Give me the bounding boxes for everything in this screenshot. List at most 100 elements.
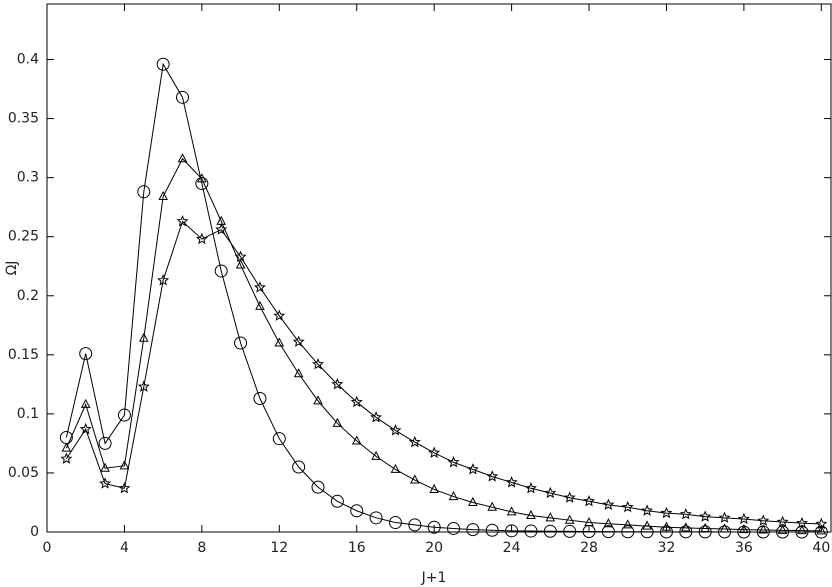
marker [700,522,711,532]
marker [80,398,91,408]
marker [524,481,537,494]
marker [718,525,732,539]
marker [659,525,673,539]
marker [679,507,692,520]
x-tick-label: 12 [270,540,288,556]
marker [273,309,286,321]
marker [99,477,112,489]
marker [409,474,420,484]
y-tick-label: 0.25 [8,229,39,245]
y-tick-label: 0.05 [8,465,39,481]
marker [137,185,151,199]
marker [603,518,614,528]
series-line [65,220,822,525]
marker [699,510,712,522]
marker [157,274,170,286]
marker [544,486,557,499]
marker [100,462,110,472]
marker [176,90,190,104]
x-axis-label: J+1 [421,570,447,586]
marker [156,57,170,71]
marker [777,524,788,534]
marker [739,524,749,534]
marker [176,215,189,227]
marker [117,408,131,422]
marker [292,460,306,474]
marker [330,494,344,508]
marker [408,435,421,448]
marker [448,491,459,501]
marker [563,491,576,503]
y-tick-label: 0.35 [8,111,39,127]
marker [98,436,112,450]
marker [447,521,461,535]
marker [389,424,402,436]
marker [313,395,323,405]
x-tick-label: 0 [43,540,52,556]
marker [816,525,827,535]
marker [331,378,344,390]
marker [274,337,285,347]
marker [312,357,325,370]
marker [505,476,518,488]
marker [468,496,478,506]
marker [429,483,439,493]
y-axis-label: ΩJ [4,261,20,276]
marker [815,517,828,530]
marker [641,504,654,516]
marker [622,519,633,529]
marker [564,514,575,524]
marker [719,523,730,533]
marker [737,512,750,525]
marker [195,232,208,245]
marker [79,422,92,435]
y-tick-label: 0.15 [8,347,39,363]
series-line [65,62,822,533]
marker [197,173,207,183]
marker [660,506,673,519]
y-tick-label: 0.1 [17,406,39,422]
marker [351,435,362,445]
marker [235,259,246,269]
marker [293,368,304,378]
marker [371,450,381,460]
marker [79,347,93,361]
marker [447,456,460,468]
marker [602,498,615,510]
marker [680,522,691,532]
marker [138,332,149,342]
marker [466,463,479,475]
plot-frame [46,3,832,533]
x-tick-label: 16 [348,540,366,556]
marker [215,223,228,235]
marker [485,523,499,537]
marker [679,525,693,539]
series-line [65,157,822,532]
marker [466,523,480,537]
marker [524,524,538,538]
marker [195,177,209,191]
marker [369,511,383,525]
marker [583,494,596,507]
marker [506,506,517,516]
marker [332,417,343,427]
x-tick-label: 24 [503,540,521,556]
marker [758,524,769,534]
marker [60,452,73,464]
marker [158,190,168,201]
marker [272,432,286,446]
marker [505,524,519,538]
marker [311,480,325,494]
marker [292,335,305,347]
marker [118,481,131,494]
marker [390,463,401,473]
marker [119,460,130,470]
x-tick-label: 8 [197,540,206,556]
x-tick-label: 32 [658,540,676,556]
marker [234,336,248,350]
marker [543,524,557,538]
marker [177,153,188,163]
x-tick-label: 28 [580,540,598,556]
x-tick-label: 4 [120,540,129,556]
